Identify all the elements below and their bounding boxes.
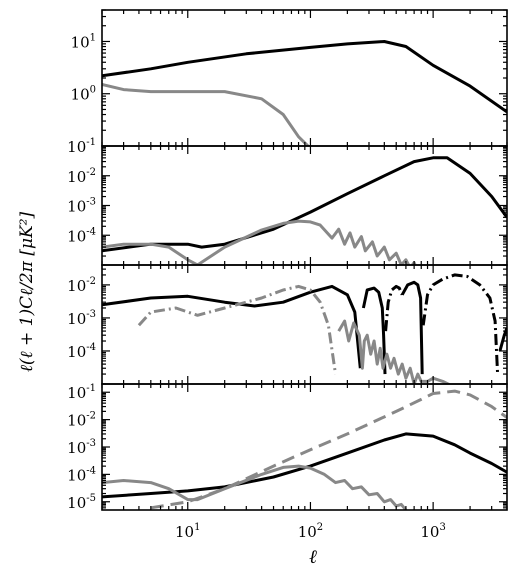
panel-1-series-2-gray-solid — [102, 83, 311, 146]
panel-1-y-tick-label: 10-1 — [67, 137, 96, 156]
panel-2: 10-4 10-3 10-2 — [67, 145, 508, 266]
x-tick-label: 102 — [298, 522, 323, 541]
panel-1-series-1-black-solid — [102, 40, 507, 114]
panel-4-y-tick-label: 10-5 — [67, 493, 96, 512]
panel-4-series-1-black-solid — [102, 432, 507, 499]
panel-2-series-2-gray-solid — [102, 219, 417, 265]
panel-1: 10-1 100 101 — [67, 9, 508, 156]
panel-3-series-4-black-solid — [400, 280, 424, 375]
panel-2-series — [102, 156, 507, 265]
panel-1-ticks — [101, 9, 508, 147]
panel-4-ticks — [101, 383, 508, 510]
panel-4-y-tick-label: 10-2 — [67, 411, 96, 430]
panel-2-y-tick-label: 10-4 — [67, 226, 96, 245]
x-axis-label: ℓ — [309, 546, 317, 568]
panel-4-y-tick-label: 10-3 — [67, 438, 96, 457]
panel-3-series — [102, 273, 507, 384]
panel-3-ticks — [101, 264, 508, 385]
x-tick-label: 101 — [175, 522, 200, 541]
panel-3-y-tick-label: 10-4 — [67, 342, 96, 361]
panel-3-series-8-gray-solid — [337, 319, 452, 384]
panel-3-series-1-black-solid — [102, 284, 362, 369]
panel-1-y-tick-label: 100 — [71, 85, 96, 104]
panel-4-series-3-gray-solid — [102, 464, 408, 510]
panel-3-series-2-black-solid — [361, 286, 387, 375]
x-tick-label: 103 — [420, 522, 445, 541]
panel-2-y-tick-label: 10-2 — [67, 167, 96, 186]
panel-2-y-tick-label: 10-3 — [67, 197, 96, 216]
y-axis-label: ℓ(ℓ + 1)Cℓ/2π [μK²] — [17, 211, 37, 372]
panel-4-series-2-gray-dashed — [150, 389, 507, 510]
panel-4: 10-5 10-4 10-3 10-2 10-1 — [67, 383, 508, 512]
x-tick-labels: 101 102 103 — [175, 522, 446, 541]
panel-4-y-tick-label: 10-4 — [67, 465, 96, 484]
panel-4-frame — [101, 383, 508, 511]
panel-1-y-tick-label: 101 — [71, 32, 96, 51]
panel-3-y-tick-label: 10-2 — [67, 276, 96, 295]
panels-layer: 10-110010110-410-310-210-410-310-210-510… — [67, 9, 508, 512]
panel-3-series-7-gray-dashdot — [137, 284, 337, 375]
panel-3-frame — [101, 264, 508, 385]
panel-2-series-1-black-solid — [102, 156, 507, 253]
panel-4-y-tick-label: 10-1 — [67, 383, 96, 402]
panel-3: 10-4 10-3 10-2 — [67, 264, 508, 385]
panel-1-frame — [101, 9, 508, 147]
panel-3-y-tick-label: 10-3 — [67, 309, 96, 328]
panel-3-series-3-black-dashdot — [384, 284, 404, 332]
panel-4-series — [102, 389, 507, 510]
panel-3-series-5-black-dashdot — [421, 273, 500, 375]
panel-1-series — [102, 40, 507, 146]
